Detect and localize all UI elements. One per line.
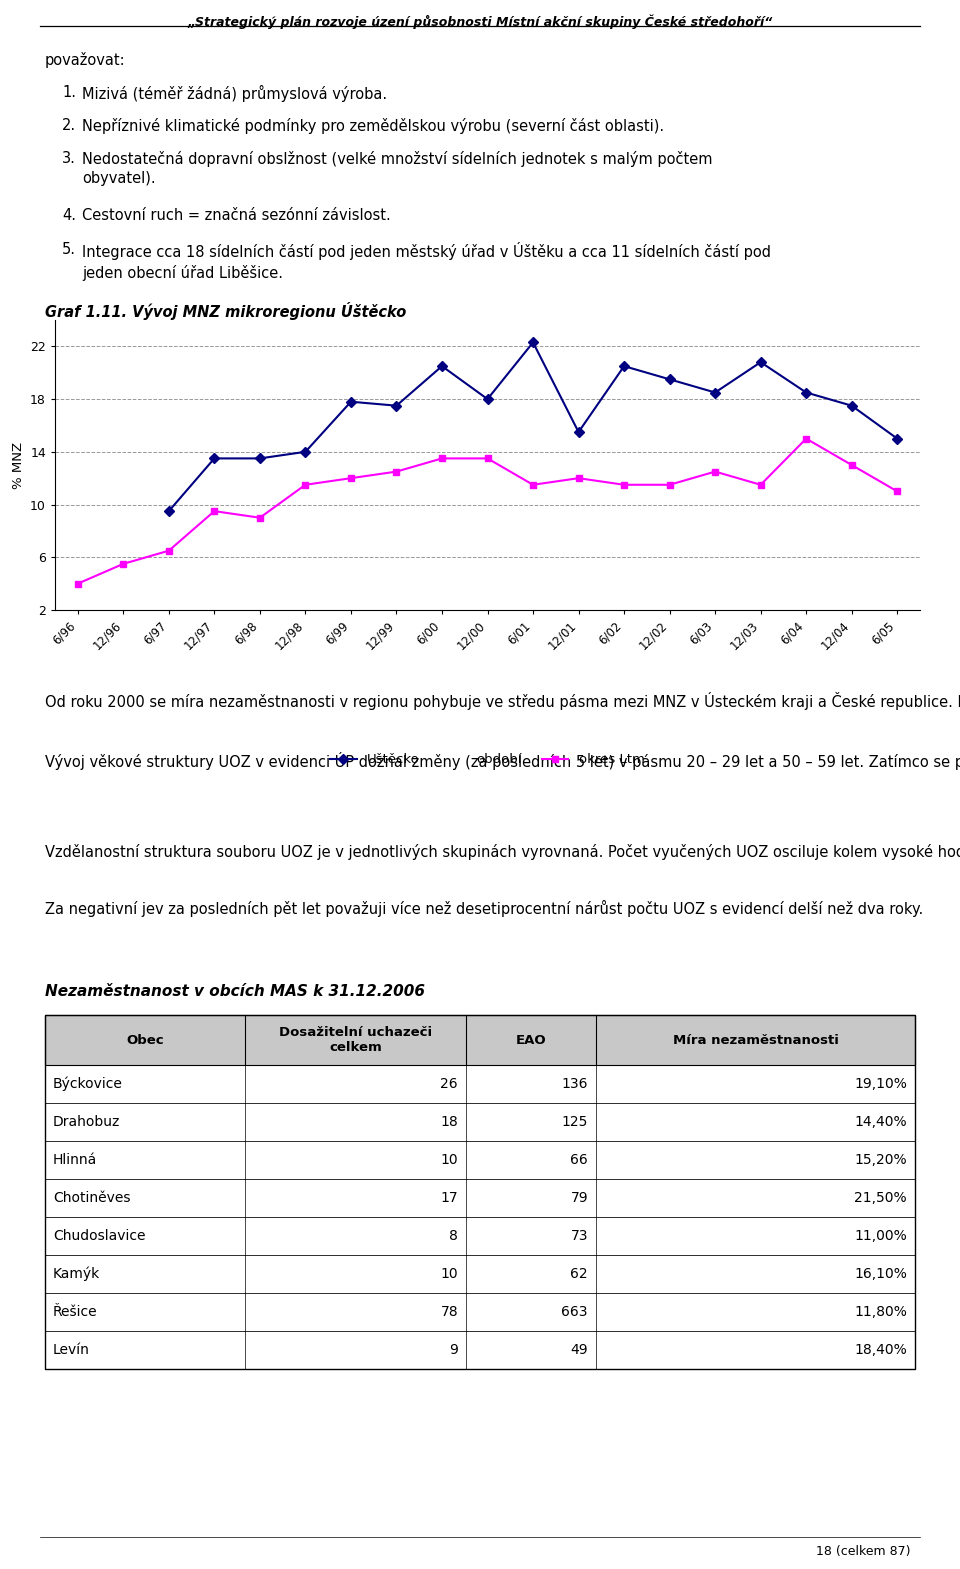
Text: Obec: Obec (126, 1034, 164, 1047)
Text: 66: 66 (570, 1153, 588, 1167)
Text: 15,20%: 15,20% (854, 1153, 907, 1167)
Text: Cestovní ruch = značná sezónní závislost.: Cestovní ruch = značná sezónní závislost… (82, 209, 391, 223)
Text: Dosažitelní uchazeči
celkem: Dosažitelní uchazeči celkem (279, 1026, 432, 1054)
Text: považovat:: považovat: (45, 52, 126, 67)
Text: „Strategický plán rozvoje úzení působnosti Místní akční skupiny České středohoří: „Strategický plán rozvoje úzení působnos… (187, 14, 773, 28)
Text: 5.: 5. (62, 242, 76, 257)
Text: 78: 78 (441, 1305, 458, 1320)
Text: Kamýk: Kamýk (53, 1266, 100, 1282)
Text: 663: 663 (562, 1305, 588, 1320)
Text: Drahobuz: Drahobuz (53, 1116, 120, 1130)
Bar (45, 1331, 915, 1370)
Text: Nedostatečná dopravní obslžnost (velké množství sídelních jednotek s malým počte: Nedostatečná dopravní obslžnost (velké m… (82, 151, 712, 187)
Text: 11,80%: 11,80% (854, 1305, 907, 1320)
Text: Chotiněves: Chotiněves (53, 1191, 131, 1205)
Text: 18 (celkem 87): 18 (celkem 87) (815, 1545, 910, 1558)
Text: 2.: 2. (62, 118, 76, 133)
Text: 10: 10 (441, 1153, 458, 1167)
Text: 18: 18 (441, 1116, 458, 1130)
Text: 49: 49 (570, 1343, 588, 1357)
Text: 10: 10 (441, 1268, 458, 1280)
Text: 1.: 1. (62, 85, 76, 100)
Bar (45, 1293, 915, 1331)
Text: 21,50%: 21,50% (854, 1191, 907, 1205)
Text: 14,40%: 14,40% (854, 1116, 907, 1130)
Text: Hlinná: Hlinná (53, 1153, 97, 1167)
Text: Míra nezaměstnanosti: Míra nezaměstnanosti (673, 1034, 838, 1047)
Bar (45, 1015, 915, 1370)
Text: Vývoj věkové struktury UOZ v evidenci ÚP doznal změny (za posledních 5 let) v pá: Vývoj věkové struktury UOZ v evidenci ÚP… (45, 752, 960, 770)
Y-axis label: % MNZ: % MNZ (12, 441, 25, 488)
Bar (45, 1255, 915, 1293)
Text: Za negativní jev za posledních pět let považuji více než desetiprocentní nárůst : Za negativní jev za posledních pět let p… (45, 901, 924, 916)
Text: 16,10%: 16,10% (854, 1268, 907, 1280)
Bar (45, 1103, 915, 1141)
Text: 79: 79 (570, 1191, 588, 1205)
Text: Integrace cca 18 sídelních částí pod jeden městský úřad v Úštěku a cca 11 sídeln: Integrace cca 18 sídelních částí pod jed… (82, 242, 771, 281)
Text: Vzdělanostní struktura souboru UOZ je v jednotlivých skupinách vyrovnaná. Počet : Vzdělanostní struktura souboru UOZ je v … (45, 844, 960, 860)
Text: Graf 1.11. Vývoj MNZ mikroregionu Úštěcko: Graf 1.11. Vývoj MNZ mikroregionu Úštěck… (45, 301, 406, 320)
Text: 4.: 4. (62, 209, 76, 223)
Text: Mizivá (téměř žádná) průmyslová výroba.: Mizivá (téměř žádná) průmyslová výroba. (82, 85, 387, 102)
Bar (45, 1141, 915, 1178)
Text: 8: 8 (449, 1229, 458, 1243)
Text: 125: 125 (562, 1116, 588, 1130)
Text: 73: 73 (570, 1229, 588, 1243)
Text: 19,10%: 19,10% (854, 1076, 907, 1090)
Text: Chudoslavice: Chudoslavice (53, 1229, 146, 1243)
Text: Řešice: Řešice (53, 1305, 98, 1320)
Text: 136: 136 (562, 1076, 588, 1090)
Text: 18,40%: 18,40% (854, 1343, 907, 1357)
Bar (45, 1218, 915, 1255)
Legend: Uštěcko, období, okres Ltm: Uštěcko, období, okres Ltm (324, 748, 650, 772)
Text: Býckovice: Býckovice (53, 1076, 123, 1092)
Text: Nepříznivé klimatické podmínky pro zemědělskou výrobu (severní část oblasti).: Nepříznivé klimatické podmínky pro zeměd… (82, 118, 664, 133)
Text: 62: 62 (570, 1268, 588, 1280)
Bar (45, 1178, 915, 1218)
Bar (45, 1065, 915, 1103)
Text: Nezaměstnanost v obcích MAS k 31.12.2006: Nezaměstnanost v obcích MAS k 31.12.2006 (45, 984, 425, 999)
Text: 26: 26 (441, 1076, 458, 1090)
Text: Levín: Levín (53, 1343, 90, 1357)
Text: Od roku 2000 se míra nezaměstnanosti v regionu pohybuje ve středu pásma mezi MNZ: Od roku 2000 se míra nezaměstnanosti v r… (45, 692, 960, 711)
Text: 3.: 3. (62, 151, 76, 166)
Text: 9: 9 (449, 1343, 458, 1357)
Text: 17: 17 (441, 1191, 458, 1205)
Text: 11,00%: 11,00% (854, 1229, 907, 1243)
Text: EAO: EAO (516, 1034, 546, 1047)
Bar (45, 1015, 915, 1065)
